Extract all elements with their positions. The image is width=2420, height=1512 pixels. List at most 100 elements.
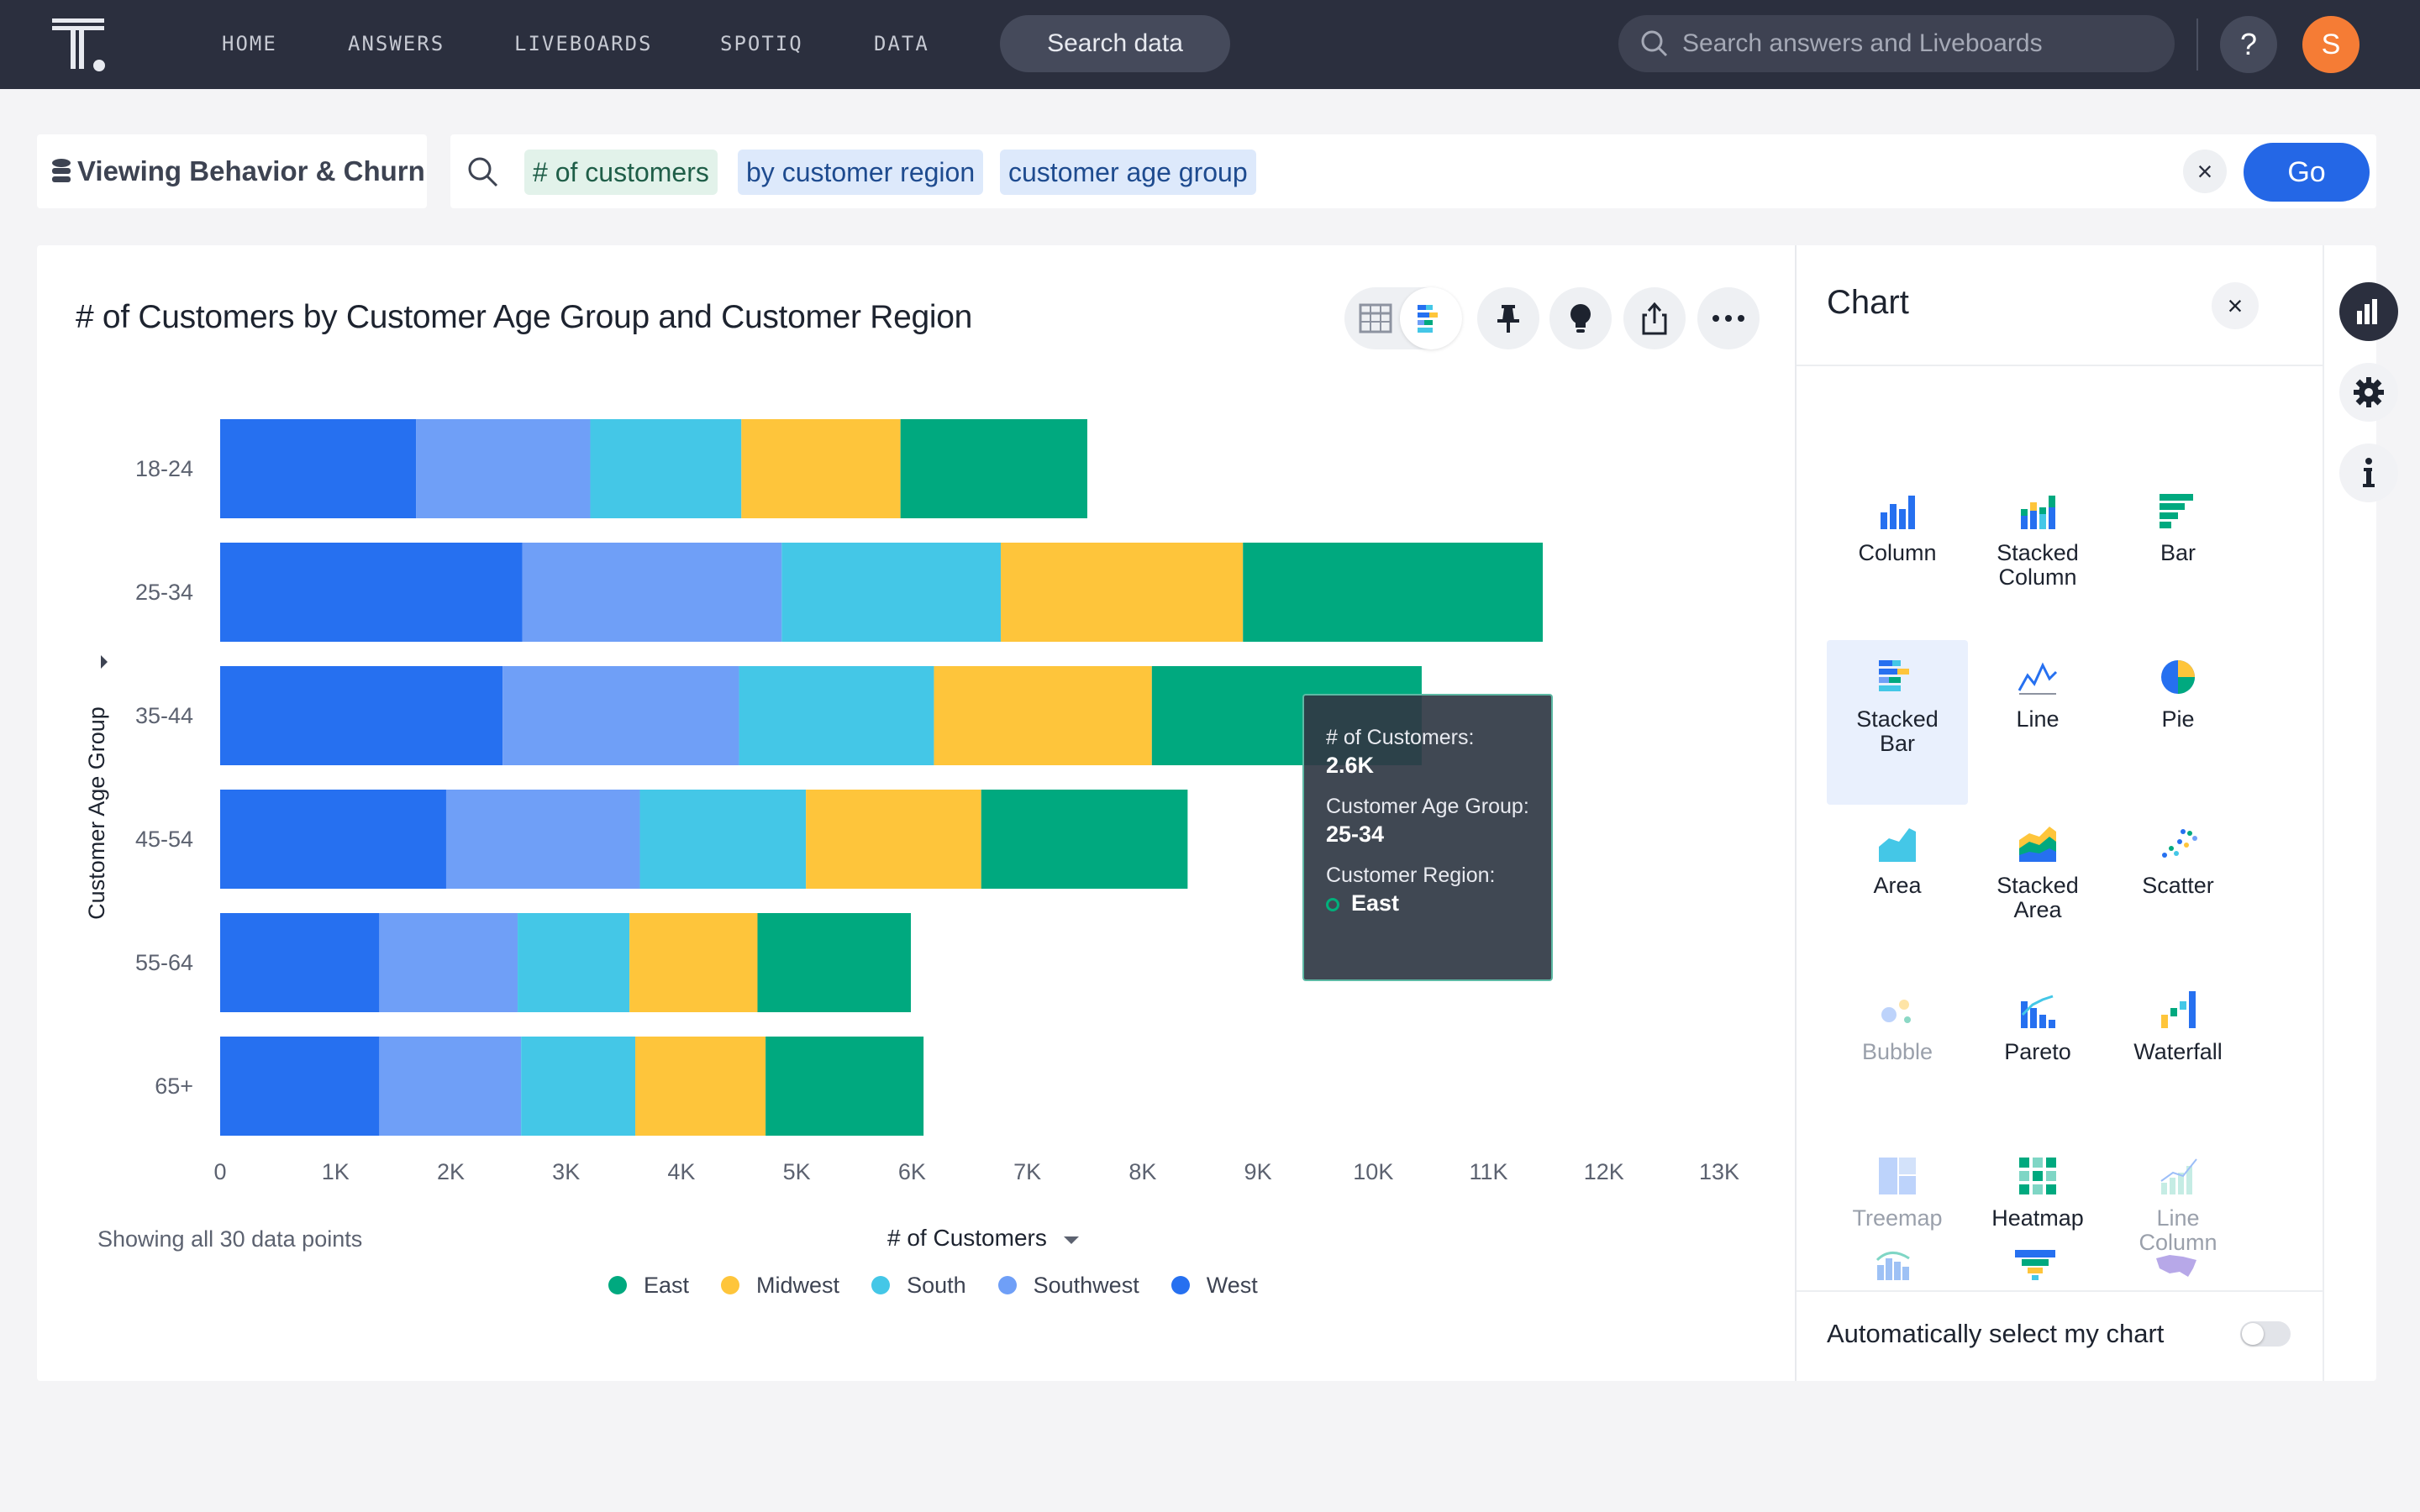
caret-down-icon xyxy=(1063,1236,1079,1244)
search-bar[interactable]: # of customers by customer region custom… xyxy=(450,134,2376,208)
chart-type-heatmap[interactable]: Heatmap xyxy=(1967,1139,2108,1304)
nav-home[interactable]: HOME xyxy=(222,32,277,55)
bar-segment-east-65-[interactable] xyxy=(765,1037,924,1136)
bar-segment-east-45-54[interactable] xyxy=(981,790,1188,889)
data-source-selector[interactable]: Viewing Behavior & Churn xyxy=(37,134,427,208)
legend-item-east[interactable]: East xyxy=(608,1273,689,1299)
bar-segment-midwest-55-64[interactable] xyxy=(629,913,758,1012)
bar-segment-west-65-[interactable] xyxy=(220,1037,380,1136)
bar-segment-south-25-34[interactable] xyxy=(781,543,1002,642)
bar-segment-midwest-45-54[interactable] xyxy=(806,790,981,889)
chart-type-stacked-column[interactable]: Stacked Column xyxy=(1967,474,2108,638)
bar-segment-midwest-65-[interactable] xyxy=(635,1037,766,1136)
chart-type-scatter[interactable]: Scatter xyxy=(2107,806,2249,971)
table-view-button[interactable] xyxy=(1344,287,1407,349)
user-avatar[interactable]: S xyxy=(2302,16,2360,73)
chart-type-line-column[interactable]: Line Column xyxy=(2107,1139,2249,1304)
share-button[interactable] xyxy=(1623,287,1686,349)
bar-segment-west-45-54[interactable] xyxy=(220,790,446,889)
more-options-button[interactable] xyxy=(1697,287,1760,349)
rail-info-button[interactable] xyxy=(2339,444,2398,502)
nav-divider xyxy=(2196,18,2198,71)
search-data-button[interactable]: Search data xyxy=(1000,15,1230,72)
bar-segment-south-45-54[interactable] xyxy=(639,790,807,889)
chart-type-treemap[interactable]: Treemap xyxy=(1827,1139,1968,1304)
y-axis-title[interactable]: Customer Age Group xyxy=(84,655,109,920)
pareto-chart-icon xyxy=(2021,995,2055,1028)
legend-item-south[interactable]: South xyxy=(871,1273,966,1299)
bar-segment-southwest-45-54[interactable] xyxy=(445,790,640,889)
bar-segment-east-55-64[interactable] xyxy=(757,913,912,1012)
answer-title[interactable]: # of Customers by Customer Age Group and… xyxy=(76,299,973,335)
funnel-chart-icon[interactable] xyxy=(2015,1250,2055,1280)
bar-segment-east-18-24[interactable] xyxy=(900,419,1087,518)
bar-segment-southwest-65-[interactable] xyxy=(379,1037,522,1136)
clear-search-button[interactable]: × xyxy=(2183,150,2227,193)
geo-map-chart-icon[interactable] xyxy=(2154,1253,2198,1278)
nav-spotiq[interactable]: SPOTIQ xyxy=(720,32,803,55)
tooltip-age-key: Customer Age Group: xyxy=(1326,795,1529,818)
bar-segment-southwest-18-24[interactable] xyxy=(416,419,591,518)
legend-label: Midwest xyxy=(756,1272,840,1298)
bar-segment-south-55-64[interactable] xyxy=(518,913,630,1012)
chart-type-column[interactable]: Column xyxy=(1827,474,1968,638)
bar-segment-southwest-35-44[interactable] xyxy=(502,666,739,765)
app-logo-icon[interactable] xyxy=(52,18,111,72)
bar-segment-midwest-18-24[interactable] xyxy=(741,419,901,518)
search-token-region[interactable]: by customer region xyxy=(738,150,984,195)
histogram-chart-icon[interactable] xyxy=(1874,1247,1914,1280)
bar-segment-west-55-64[interactable] xyxy=(220,913,380,1012)
search-icon xyxy=(1641,30,1668,57)
scatter-chart-icon xyxy=(2162,829,2197,858)
legend-item-west[interactable]: West xyxy=(1171,1273,1258,1299)
help-button[interactable]: ? xyxy=(2220,16,2277,73)
pin-button[interactable] xyxy=(1477,287,1539,349)
global-search-box[interactable] xyxy=(1618,15,2175,72)
nav-answers[interactable]: ANSWERS xyxy=(348,32,445,55)
panel-divider xyxy=(1795,245,1797,1381)
chart-type-line[interactable]: Line xyxy=(1967,640,2108,805)
chart-type-area[interactable]: Area xyxy=(1827,806,1968,971)
bar-segment-east-25-34[interactable] xyxy=(1243,543,1544,642)
nav-data[interactable]: DATA xyxy=(874,32,929,55)
x-tick-label: 7K xyxy=(1013,1159,1041,1184)
auto-select-toggle[interactable] xyxy=(2240,1321,2291,1347)
tooltip-measure-value: 2.6K xyxy=(1326,753,1375,778)
spotiq-button[interactable] xyxy=(1549,287,1612,349)
legend-label: Southwest xyxy=(1033,1272,1139,1298)
bar-segment-south-35-44[interactable] xyxy=(739,666,934,765)
search-token-age-group[interactable]: customer age group xyxy=(1000,150,1256,195)
chart-type-bar[interactable]: Bar xyxy=(2107,474,2249,638)
view-toggle[interactable] xyxy=(1344,287,1462,349)
go-button[interactable]: Go xyxy=(2244,143,2370,202)
bar-segment-southwest-55-64[interactable] xyxy=(379,913,518,1012)
search-token-measure[interactable]: # of customers xyxy=(524,150,718,195)
bar-segment-southwest-25-34[interactable] xyxy=(522,543,782,642)
global-search-input[interactable] xyxy=(1682,29,2153,58)
bar-segment-west-18-24[interactable] xyxy=(220,419,417,518)
bar-segment-west-35-44[interactable] xyxy=(220,666,503,765)
chart-type-pie[interactable]: Pie xyxy=(2107,640,2249,805)
rail-settings-button[interactable] xyxy=(2339,363,2398,422)
chart-view-button[interactable] xyxy=(1400,287,1462,349)
bar-segment-west-25-34[interactable] xyxy=(220,543,523,642)
bar-segment-midwest-25-34[interactable] xyxy=(1001,543,1244,642)
bar-segment-south-65-[interactable] xyxy=(521,1037,636,1136)
chart-type-bubble[interactable]: Bubble xyxy=(1827,973,1968,1137)
bar-segment-south-18-24[interactable] xyxy=(590,419,742,518)
rail-chart-button[interactable] xyxy=(2339,282,2398,341)
treemap-chart-icon xyxy=(1879,1158,1916,1194)
chart-type-stacked-area[interactable]: Stacked Area xyxy=(1967,806,2108,971)
region-color-dot xyxy=(1326,897,1339,911)
x-axis-title[interactable]: # of Customers xyxy=(887,1225,1081,1252)
close-panel-button[interactable]: × xyxy=(2212,282,2259,329)
chart-type-waterfall[interactable]: Waterfall xyxy=(2107,973,2249,1137)
chart-type-pareto[interactable]: Pareto xyxy=(1967,973,2108,1137)
database-icon xyxy=(52,159,71,182)
bar-segment-midwest-35-44[interactable] xyxy=(934,666,1152,765)
nav-liveboards[interactable]: LIVEBOARDS xyxy=(514,32,653,55)
legend-item-midwest[interactable]: Midwest xyxy=(721,1273,839,1299)
tooltip-region-value: East xyxy=(1351,890,1400,916)
chart-type-stacked-bar[interactable]: Stacked Bar xyxy=(1827,640,1968,805)
legend-item-southwest[interactable]: Southwest xyxy=(997,1272,1139,1299)
